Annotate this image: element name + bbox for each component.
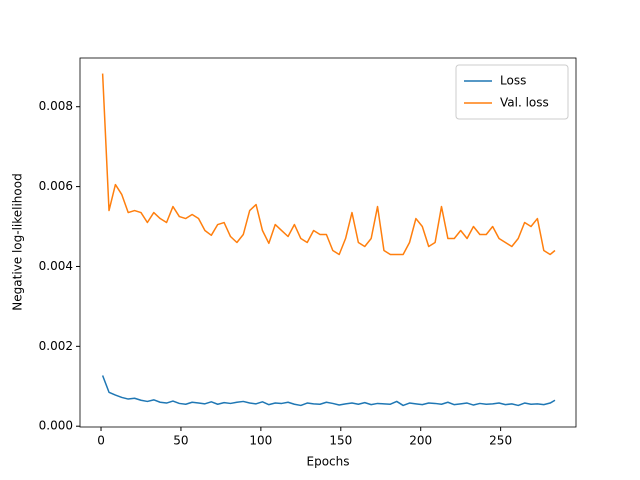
x-tick-label: 50 (173, 434, 188, 448)
data-line (101, 73, 556, 256)
y-tick-label: 0.000 (39, 419, 73, 433)
legend-box (455, 64, 569, 120)
y-tick-label: 0.004 (39, 259, 73, 273)
y-tick-label: 0.006 (39, 179, 73, 193)
x-tick-label: 250 (489, 434, 512, 448)
x-tick-label: 0 (97, 434, 105, 448)
x-tick-label: 100 (249, 434, 272, 448)
legend-label: Loss (500, 74, 526, 88)
data-line (101, 375, 556, 407)
x-tick-label: 150 (329, 434, 352, 448)
x-axis-label: Epochs (307, 455, 350, 469)
x-tick-label: 200 (409, 434, 432, 448)
y-tick-label: 0.002 (39, 339, 73, 353)
legend-label: Val. loss (500, 96, 549, 110)
y-tick-label: 0.008 (39, 99, 73, 113)
axes-frame (79, 57, 577, 428)
y-axis-label: Negative log-likelihood (11, 173, 25, 310)
